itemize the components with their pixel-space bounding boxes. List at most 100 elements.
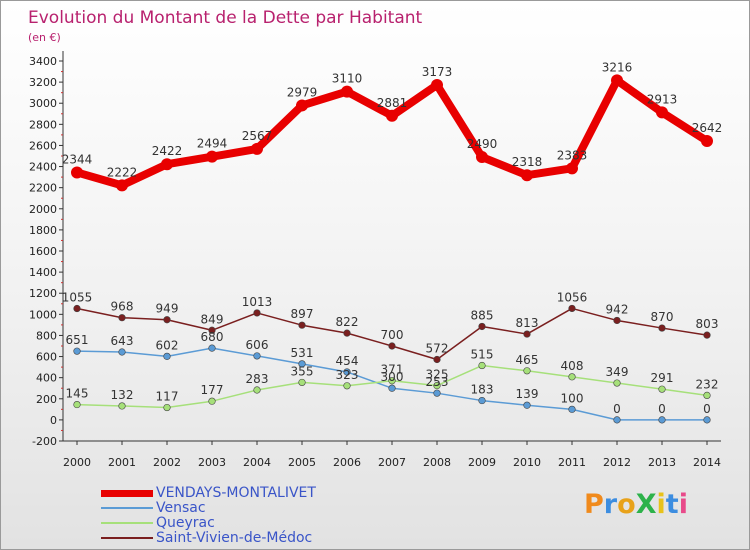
data-label: 3110	[332, 72, 363, 86]
data-label: 531	[291, 346, 314, 360]
data-point	[341, 85, 353, 98]
y-tick-label: 0	[50, 414, 57, 427]
x-tick-label: 2008	[423, 456, 451, 469]
data-point	[523, 330, 531, 338]
data-label: 643	[111, 334, 134, 348]
data-label: 1055	[62, 291, 93, 305]
data-label: 849	[201, 312, 224, 326]
data-point	[568, 373, 576, 381]
data-label: 3216	[602, 60, 633, 74]
data-point	[116, 179, 128, 192]
logo-letter: i	[656, 489, 666, 520]
y-tick-label: 3000	[29, 97, 57, 110]
x-tick-label: 2009	[468, 456, 496, 469]
data-point	[433, 381, 441, 390]
x-tick-label: 2005	[288, 456, 316, 469]
data-point	[298, 378, 306, 387]
data-label: 283	[246, 372, 269, 386]
data-label: 183	[471, 383, 494, 397]
legend-item: Vensac	[101, 501, 431, 516]
data-point	[478, 322, 486, 331]
data-label: 949	[156, 302, 179, 316]
data-point	[343, 382, 351, 390]
data-label: 2642	[692, 121, 723, 135]
x-tick-label: 2004	[243, 456, 271, 469]
data-label: 0	[703, 402, 711, 416]
logo-letter: i	[678, 489, 688, 520]
logo-letter: t	[665, 489, 679, 520]
data-point	[343, 368, 351, 376]
data-point	[523, 401, 531, 409]
data-point	[118, 314, 126, 322]
x-tick-label: 2006	[333, 456, 361, 469]
data-label: 515	[471, 348, 494, 362]
data-label: 253	[426, 375, 449, 389]
data-label: 2422	[152, 144, 183, 158]
data-point	[611, 74, 623, 87]
legend-swatch	[101, 489, 153, 497]
logo-letter: o	[617, 489, 636, 520]
y-tick-label: 2600	[29, 139, 57, 152]
data-label: 803	[696, 317, 719, 331]
data-point	[701, 135, 713, 148]
x-tick-label: 2003	[198, 456, 226, 469]
data-point	[656, 106, 668, 119]
data-point	[208, 326, 216, 334]
proxiti-logo: ProXiti	[584, 489, 688, 520]
data-label: 700	[381, 328, 404, 342]
data-label: 2913	[647, 92, 678, 106]
data-point	[478, 361, 486, 370]
data-point	[478, 396, 486, 405]
data-point	[613, 316, 621, 325]
data-point	[73, 400, 81, 409]
data-label: 602	[156, 338, 179, 352]
data-point	[658, 416, 666, 424]
data-label: 572	[426, 342, 449, 356]
data-point	[433, 355, 441, 364]
data-label: 897	[291, 307, 314, 321]
chart-title: Evolution du Montant de la Dette par Hab…	[28, 8, 423, 28]
data-point	[568, 405, 576, 413]
data-label: 408	[561, 359, 584, 373]
legend-item: VENDAYS-MONTALIVET	[101, 486, 431, 501]
data-point	[71, 166, 83, 179]
data-label: 355	[291, 364, 314, 378]
y-tick-label: 200	[36, 393, 57, 406]
y-tick-label: 3400	[29, 55, 57, 68]
data-label: 1056	[557, 290, 588, 304]
data-label: 651	[66, 333, 89, 347]
unit-label: (en €)	[28, 31, 61, 44]
y-tick-label: 1200	[29, 287, 57, 300]
data-point	[613, 416, 621, 424]
data-point	[566, 162, 578, 175]
data-label: 2979	[287, 85, 318, 99]
legend-label: Saint-Vivien-de-Médoc	[156, 530, 313, 546]
data-point	[163, 403, 171, 412]
data-label: 0	[658, 402, 666, 416]
data-label: 942	[606, 302, 629, 316]
data-point	[433, 389, 441, 397]
y-tick-label: 2000	[29, 203, 57, 216]
legend-item: Saint-Vivien-de-Médoc	[101, 531, 431, 546]
y-tick-label: 2800	[29, 118, 57, 131]
data-label: 968	[111, 300, 134, 314]
data-point	[521, 169, 533, 182]
data-label: 291	[651, 371, 674, 385]
y-tick-label: 1000	[29, 308, 57, 321]
data-point	[431, 78, 443, 91]
data-label: 145	[66, 387, 89, 401]
data-label: 3173	[422, 65, 453, 79]
data-point	[253, 309, 261, 317]
y-tick-label: 1800	[29, 224, 57, 237]
legend-swatch	[101, 507, 153, 509]
data-label: 117	[156, 390, 179, 404]
x-tick-label: 2002	[153, 456, 181, 469]
data-label: 870	[651, 310, 674, 324]
data-label: 2344	[62, 152, 93, 166]
y-tick-label: 600	[36, 351, 57, 364]
y-tick-label: 400	[36, 372, 57, 385]
data-label: 325	[426, 368, 449, 382]
logo-letter: P	[584, 489, 604, 520]
data-point	[388, 377, 396, 385]
data-point	[208, 344, 216, 352]
